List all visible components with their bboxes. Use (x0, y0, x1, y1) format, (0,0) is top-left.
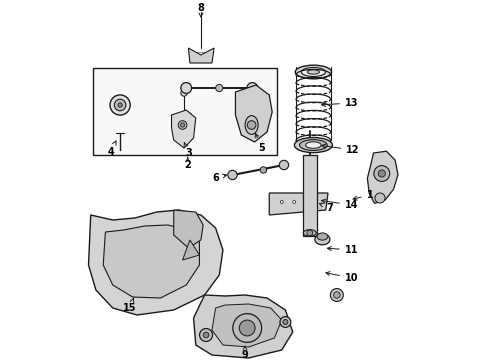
Circle shape (110, 95, 130, 115)
Circle shape (233, 314, 262, 342)
Circle shape (247, 82, 258, 93)
Ellipse shape (307, 70, 319, 74)
Text: 4: 4 (107, 141, 116, 157)
Ellipse shape (306, 142, 321, 148)
Text: 1: 1 (353, 190, 373, 200)
Polygon shape (269, 193, 328, 215)
Circle shape (181, 82, 192, 93)
Text: 6: 6 (212, 173, 226, 183)
Circle shape (307, 230, 313, 236)
Circle shape (375, 193, 385, 203)
Circle shape (283, 319, 288, 324)
Text: 15: 15 (123, 298, 136, 313)
Text: 3: 3 (184, 143, 192, 158)
Circle shape (374, 166, 390, 181)
Circle shape (181, 90, 187, 96)
Text: 2: 2 (184, 157, 191, 170)
Polygon shape (172, 110, 196, 148)
Text: 10: 10 (326, 272, 358, 283)
Text: 13: 13 (321, 98, 358, 108)
Circle shape (260, 167, 267, 173)
Text: 8: 8 (197, 3, 204, 17)
Polygon shape (103, 225, 199, 298)
Circle shape (118, 103, 122, 107)
Ellipse shape (315, 234, 330, 245)
Circle shape (378, 170, 386, 177)
Circle shape (330, 288, 343, 301)
Circle shape (178, 121, 187, 129)
Polygon shape (189, 48, 214, 63)
Ellipse shape (317, 233, 328, 240)
Text: 11: 11 (327, 245, 358, 255)
Ellipse shape (303, 230, 316, 236)
Circle shape (280, 316, 291, 327)
Circle shape (280, 201, 283, 203)
Circle shape (180, 123, 185, 127)
Bar (93, 68, 276, 155)
Circle shape (279, 160, 289, 170)
Ellipse shape (295, 65, 332, 79)
Bar (303, 155, 317, 236)
Ellipse shape (245, 116, 258, 134)
Ellipse shape (301, 68, 325, 77)
Circle shape (293, 201, 295, 203)
Text: 9: 9 (242, 346, 248, 360)
Polygon shape (183, 240, 199, 260)
Polygon shape (174, 210, 203, 248)
Circle shape (315, 201, 318, 203)
Circle shape (199, 329, 213, 342)
Circle shape (114, 99, 126, 111)
Polygon shape (236, 85, 272, 142)
Circle shape (304, 201, 307, 203)
Polygon shape (89, 210, 223, 315)
Circle shape (216, 84, 223, 91)
Polygon shape (368, 151, 398, 203)
Text: 12: 12 (321, 144, 360, 155)
Circle shape (228, 170, 237, 180)
Polygon shape (194, 295, 293, 358)
Ellipse shape (294, 138, 332, 153)
Circle shape (239, 320, 255, 336)
Text: 5: 5 (255, 134, 265, 153)
Circle shape (247, 121, 256, 129)
Polygon shape (212, 304, 282, 347)
Circle shape (203, 332, 209, 338)
Text: 7: 7 (319, 203, 333, 213)
Ellipse shape (299, 140, 327, 150)
Circle shape (334, 292, 340, 298)
Text: 14: 14 (321, 199, 358, 210)
